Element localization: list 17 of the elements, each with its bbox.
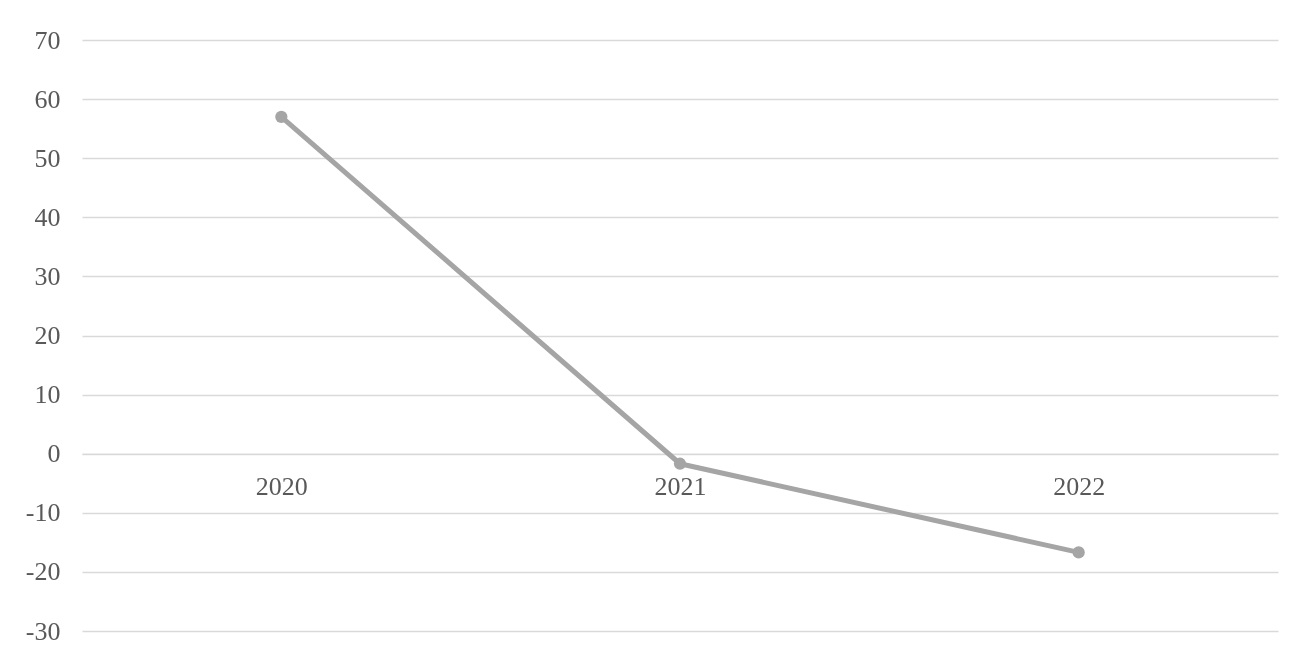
point [673,457,687,470]
y-tick-label: 70 [34,25,61,55]
y-tick-label: 30 [34,261,61,291]
y-tick-label: 60 [34,84,61,114]
x-tick-label: 2022 [1053,472,1106,502]
y-tick-label: 50 [34,143,61,173]
y-tick-label: -30 [25,616,61,646]
y-tick-label: 20 [34,321,61,350]
y-tick-label: 40 [34,202,61,232]
y-tick-label: 0 [47,439,61,469]
y-tick-label: -10 [25,498,61,528]
y-tick-label: 10 [34,380,61,410]
point [275,110,288,123]
x-tick-label: 2020 [255,472,308,502]
y-tick-label: -20 [25,557,61,587]
point [1072,546,1085,559]
x-tick-label: 2021 [654,472,707,502]
